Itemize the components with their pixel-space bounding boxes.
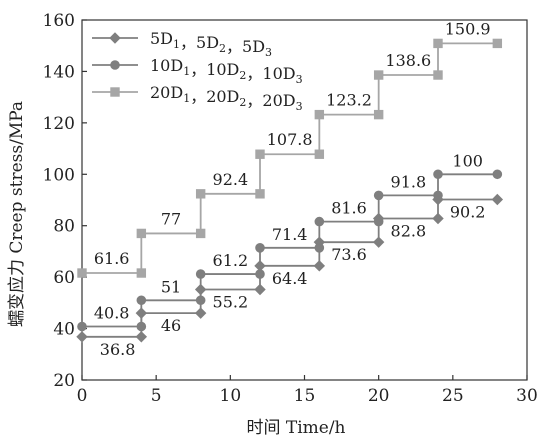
data-point-square: [433, 70, 443, 80]
data-label: 92.4: [213, 170, 249, 189]
data-label: 61.6: [94, 249, 130, 268]
data-label: 123.2: [326, 91, 372, 110]
y-tick-label: 40: [53, 320, 75, 340]
data-label: 100: [452, 151, 483, 170]
data-label: 91.8: [391, 172, 427, 191]
data-point-diamond: [313, 260, 326, 272]
data-label: 61.2: [213, 251, 249, 270]
data-point-square: [77, 268, 87, 278]
legend-marker-square: [110, 87, 120, 97]
data-point-circle: [195, 269, 206, 279]
data-label: 73.6: [331, 245, 367, 264]
y-tick-label: 60: [53, 268, 75, 288]
x-tick-label: 30: [516, 386, 538, 406]
legend-label: 5D1，5D2，5D3: [150, 29, 272, 59]
data-label: 40.8: [94, 304, 130, 323]
legend-label: 20D1，20D2，20D3: [150, 83, 303, 113]
data-point-square: [195, 189, 206, 199]
data-point-circle: [255, 269, 265, 279]
data-point-circle: [373, 216, 384, 227]
series-line-circle: [82, 173, 498, 328]
data-label: 77: [161, 209, 181, 228]
data-point-diamond: [432, 212, 444, 225]
y-tick-label: 160: [43, 11, 75, 31]
y-tick-label: 140: [43, 62, 75, 82]
x-tick-label: 0: [77, 386, 88, 406]
data-label: 51: [161, 277, 181, 296]
plot-series: [76, 38, 504, 343]
data-point-circle: [314, 243, 325, 253]
x-axis-title: 时间 Time/h: [246, 418, 345, 438]
data-point-square: [433, 38, 443, 49]
data-point-circle: [136, 295, 147, 306]
data-label: 81.6: [331, 199, 367, 218]
data-label: 46: [161, 316, 181, 335]
data-point-circle: [195, 295, 206, 306]
data-point-circle: [314, 216, 325, 227]
data-point-square: [255, 149, 265, 159]
data-point-square: [136, 228, 147, 239]
data-point-diamond: [194, 307, 207, 319]
data-point-diamond: [76, 331, 88, 343]
data-label: 36.8: [100, 340, 136, 359]
data-label: 82.8: [391, 222, 427, 241]
y-axis-title: 蠕变应力 Creep stress/MPa: [7, 101, 27, 327]
x-tick-label: 25: [442, 386, 464, 406]
data-label: 55.2: [213, 292, 249, 311]
data-point-square: [314, 149, 325, 159]
plot-axes: 0 5 10 15 20 25 30 20 40 60 80 100 120 140 160: [43, 11, 538, 406]
data-point-diamond: [135, 331, 148, 343]
data-label: 64.4: [272, 269, 308, 288]
legend-label: 10D1，10D2，10D3: [150, 56, 303, 86]
data-label: 107.8: [267, 130, 313, 149]
data-point-circle: [373, 190, 384, 201]
data-point-diamond: [254, 283, 266, 296]
data-point-circle: [255, 243, 265, 253]
data-point-square: [373, 109, 384, 120]
x-tick-label: 20: [368, 386, 390, 406]
data-point-diamond: [372, 236, 385, 248]
data-point-circle: [492, 169, 503, 180]
x-tick-label: 15: [294, 386, 316, 406]
x-tick-label: 10: [220, 386, 242, 406]
data-label: 90.2: [450, 202, 486, 221]
data-point-diamond: [491, 193, 504, 206]
data-point-square: [255, 189, 265, 199]
series-line-diamond: [82, 198, 498, 338]
y-tick-label: 100: [43, 165, 75, 185]
series-line-square: [82, 42, 498, 274]
y-tick-label: 120: [43, 114, 75, 134]
x-tick-label: 5: [151, 386, 162, 406]
legend-marker-diamond: [109, 32, 121, 44]
data-point-circle: [433, 190, 443, 201]
y-tick-label: 20: [53, 371, 75, 391]
data-label: 138.6: [385, 51, 431, 70]
data-point-square: [373, 70, 384, 80]
legend-marker-circle: [110, 60, 120, 70]
plot-labels: 36.8 46 55.2 64.4 73.6 82.8 90.2 40.8 51 61.2 71.4…: [94, 19, 491, 358]
data-point-square: [195, 228, 206, 239]
data-point-square: [314, 109, 325, 120]
data-point-square: [136, 268, 147, 278]
y-tick-label: 80: [53, 217, 75, 237]
data-point-circle: [433, 169, 443, 180]
data-point-circle: [136, 321, 147, 332]
data-point-square: [492, 38, 503, 49]
data-label: 71.4: [272, 225, 308, 244]
data-point-circle: [77, 321, 87, 332]
data-label: 150.9: [445, 19, 491, 38]
